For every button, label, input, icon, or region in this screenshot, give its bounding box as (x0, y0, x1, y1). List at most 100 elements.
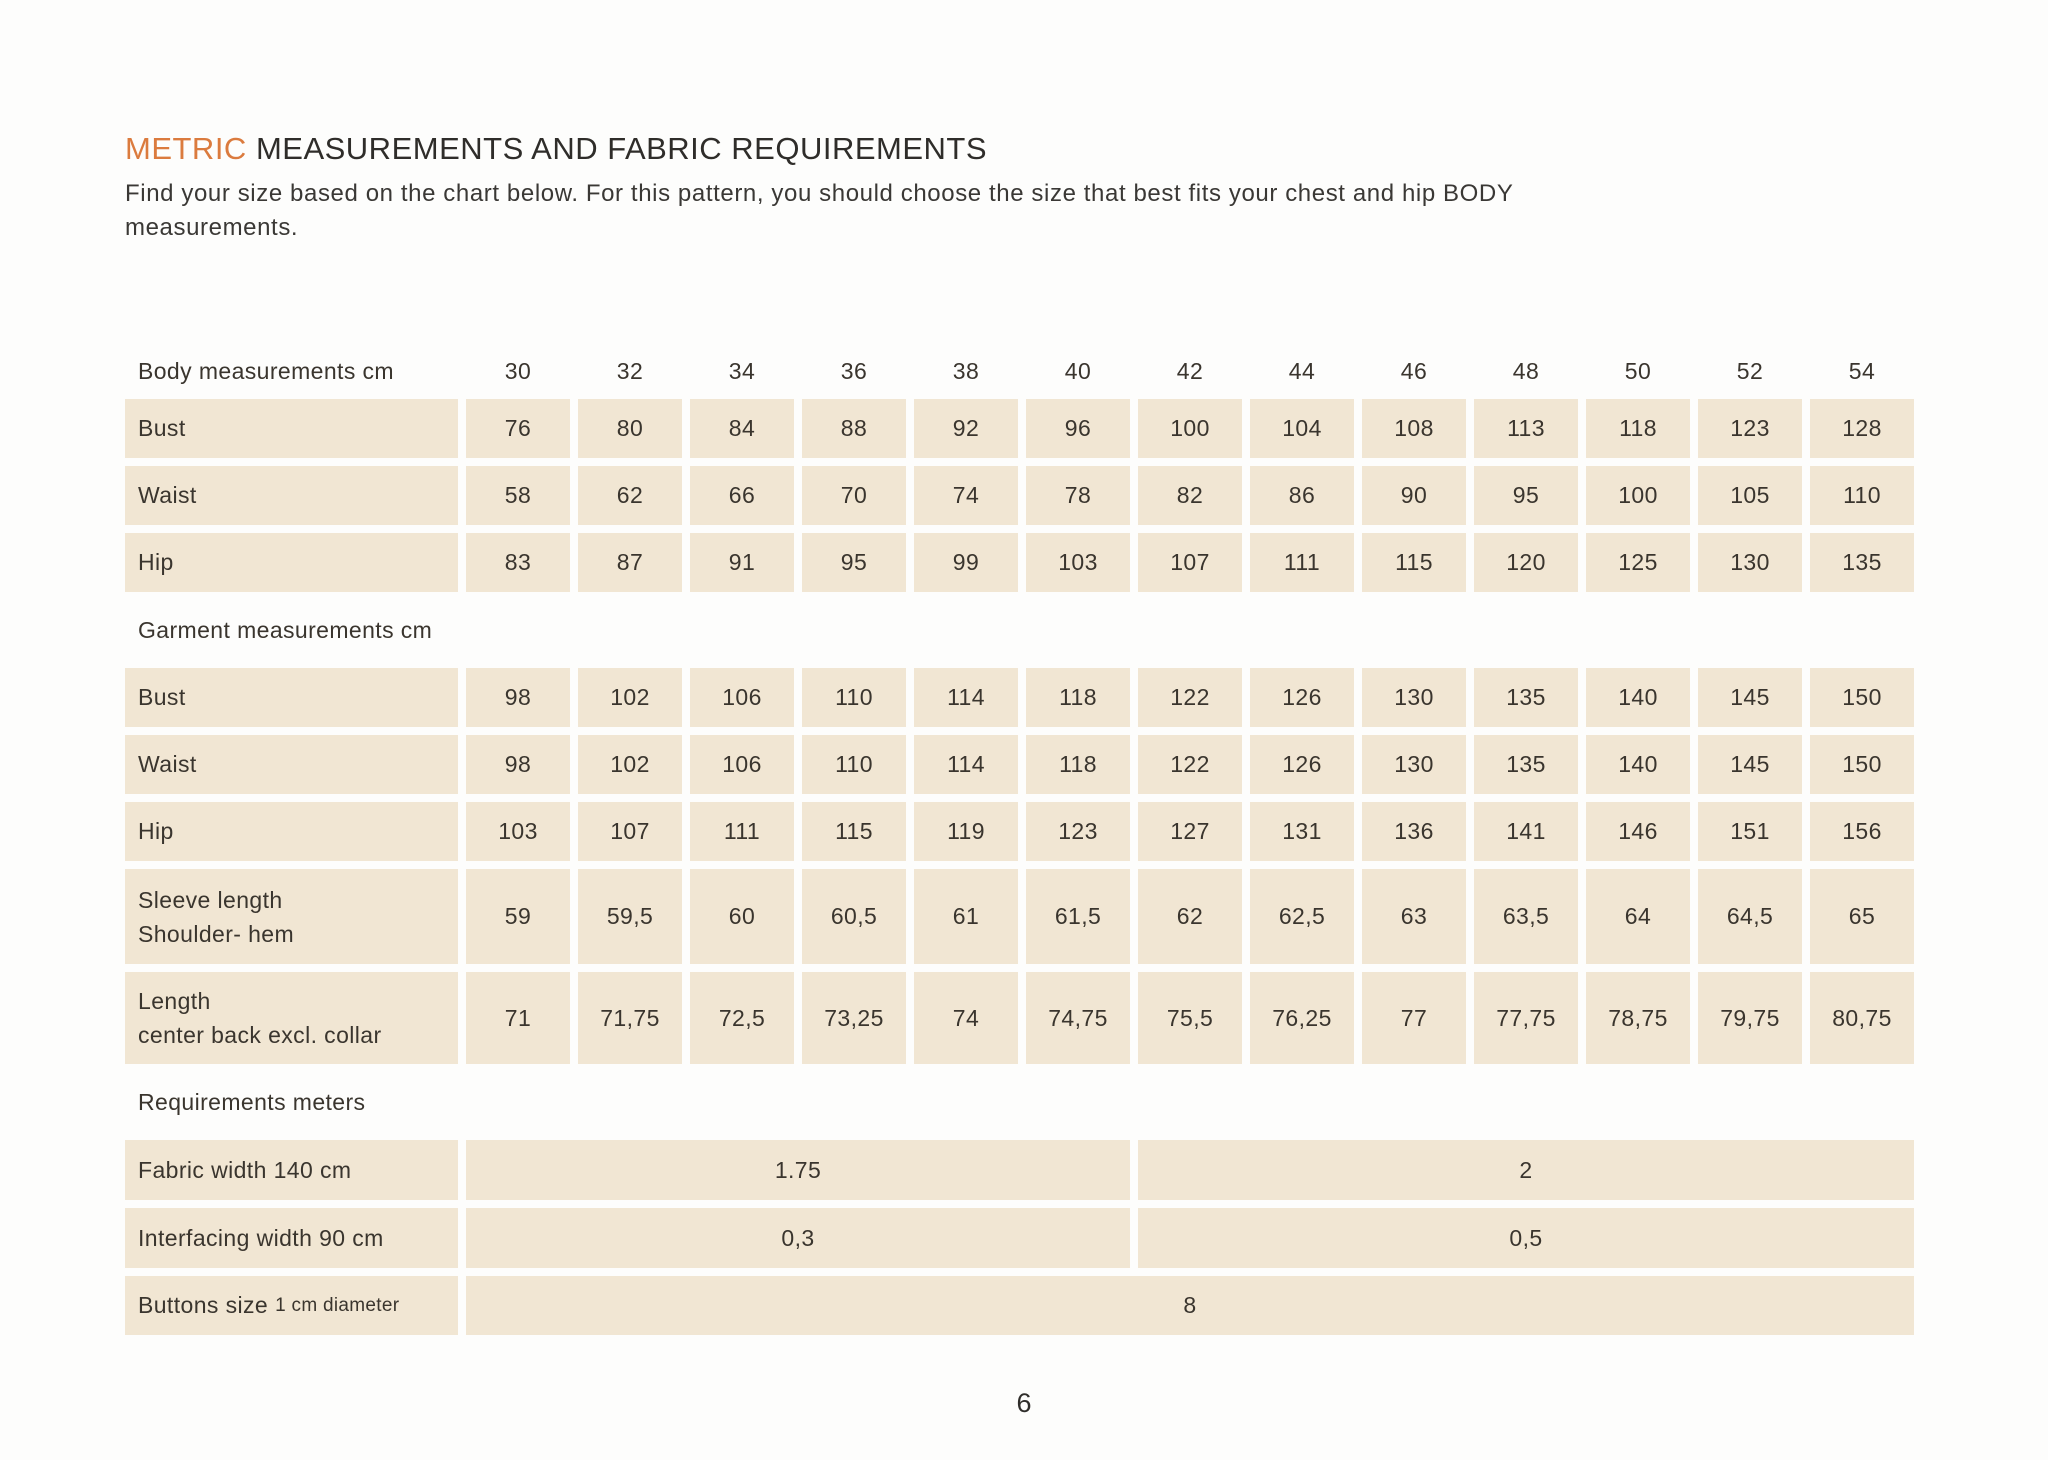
row-label-line: Sleeve length (138, 886, 283, 913)
measurement-cell: 126 (1250, 668, 1354, 727)
measurement-cell: 111 (1250, 533, 1354, 592)
size-column-header: 46 (1400, 357, 1428, 384)
measurement-cell: 140 (1586, 735, 1690, 794)
measurement-cell: 110 (1810, 466, 1914, 525)
measurement-cell: 120 (1474, 533, 1578, 592)
row-label-buttons: Buttons size 1 cm diameter (125, 1276, 458, 1335)
row-label-lines: Sleeve length Shoulder- hem (138, 883, 294, 951)
merged-value-cell-left: 0,3 (466, 1208, 1130, 1268)
measurement-cell: 100 (1586, 466, 1690, 525)
measurement-cell: 102 (578, 735, 682, 794)
measurement-cell: 75,5 (1138, 972, 1242, 1064)
row-label: Sleeve length Shoulder- hem (125, 869, 458, 964)
size-column-header: 34 (728, 357, 756, 384)
size-column-header: 54 (1848, 357, 1876, 384)
measurement-cell: 98 (466, 668, 570, 727)
measurement-cell: 150 (1810, 735, 1914, 794)
measurement-cell: 60,5 (802, 869, 906, 964)
measurement-cell: 74,75 (1026, 972, 1130, 1064)
garment-section-label: Garment measurements cm (138, 616, 433, 643)
row-label: Length center back excl. collar (125, 972, 458, 1064)
measurement-cell: 123 (1026, 802, 1130, 861)
row-label: Hip (125, 533, 458, 592)
measurement-cell: 92 (914, 399, 1018, 458)
measurement-cell: 114 (914, 668, 1018, 727)
page-title-highlight: METRIC (125, 131, 247, 166)
measurement-cell: 126 (1250, 735, 1354, 794)
measurement-cell: 80,75 (1810, 972, 1914, 1064)
measurement-cell: 110 (802, 668, 906, 727)
measurement-cell: 60 (690, 869, 794, 964)
measurement-cell: 77 (1362, 972, 1466, 1064)
measurement-cell: 83 (466, 533, 570, 592)
row-label: Waist (125, 735, 458, 794)
merged-value-cell-left: 1.75 (466, 1140, 1130, 1200)
merged-value-cell-full: 8 (466, 1276, 1914, 1335)
measurement-cell: 146 (1586, 802, 1690, 861)
size-column-header: 52 (1736, 357, 1764, 384)
row-label-lines: Length center back excl. collar (138, 984, 382, 1052)
measurement-cell: 113 (1474, 399, 1578, 458)
measurement-cell: 118 (1026, 735, 1130, 794)
measurement-cell: 118 (1586, 399, 1690, 458)
measurement-cell: 62 (578, 466, 682, 525)
merged-value-cell-right: 0,5 (1138, 1208, 1914, 1268)
measurement-cell: 71,75 (578, 972, 682, 1064)
measurement-cell: 64 (1586, 869, 1690, 964)
size-column-header: 36 (840, 357, 868, 384)
subtitle-line-2: measurements. (125, 214, 299, 241)
measurement-cell: 122 (1138, 668, 1242, 727)
measurement-cell: 95 (802, 533, 906, 592)
measurement-cell: 145 (1698, 735, 1802, 794)
measurement-cell: 71 (466, 972, 570, 1064)
measurement-cell: 58 (466, 466, 570, 525)
measurement-cell: 74 (914, 466, 1018, 525)
page-subtitle: Find your size based on the chart below.… (125, 177, 1513, 245)
measurement-cell: 135 (1810, 533, 1914, 592)
measurement-cell: 151 (1698, 802, 1802, 861)
measurement-cell: 106 (690, 668, 794, 727)
row-label-line: Length (138, 988, 211, 1014)
measurement-cell: 70 (802, 466, 906, 525)
measurement-cell: 108 (1362, 399, 1466, 458)
measurement-cell: 100 (1138, 399, 1242, 458)
measurement-cell: 79,75 (1698, 972, 1802, 1064)
size-column-header: 40 (1064, 357, 1092, 384)
measurement-cell: 114 (914, 735, 1018, 794)
measurement-cell: 72,5 (690, 972, 794, 1064)
measurement-cell: 59 (466, 869, 570, 964)
row-label: Bust (125, 668, 458, 727)
measurement-cell: 62 (1138, 869, 1242, 964)
measurement-cell: 76,25 (1250, 972, 1354, 1064)
measurement-cell: 140 (1586, 668, 1690, 727)
measurement-cell: 150 (1810, 668, 1914, 727)
measurement-cell: 65 (1810, 869, 1914, 964)
row-label: Interfacing width 90 cm (125, 1208, 458, 1268)
subtitle-line-1: Find your size based on the chart below.… (125, 180, 1514, 207)
measurement-cell: 77,75 (1474, 972, 1578, 1064)
measurement-cell: 105 (1698, 466, 1802, 525)
measurement-cell: 62,5 (1250, 869, 1354, 964)
measurement-cell: 80 (578, 399, 682, 458)
measurement-cell: 74 (914, 972, 1018, 1064)
measurement-cell: 135 (1474, 735, 1578, 794)
measurement-cell: 107 (1138, 533, 1242, 592)
measurement-table: Body measurements cm 30 32 34 36 38 40 42 44 46 48… (125, 351, 1914, 1335)
row-label-line: center back excl. collar (138, 1022, 382, 1048)
measurement-cell: 86 (1250, 466, 1354, 525)
measurement-cell: 104 (1250, 399, 1354, 458)
measurement-cell: 131 (1250, 802, 1354, 861)
measurement-cell: 90 (1362, 466, 1466, 525)
measurement-cell: 63,5 (1474, 869, 1578, 964)
size-column-header: 42 (1176, 357, 1204, 384)
page-title: METRIC MEASUREMENTS AND FABRIC REQUIREME… (125, 131, 987, 167)
measurement-cell: 130 (1362, 735, 1466, 794)
size-column-header: 50 (1624, 357, 1652, 384)
row-label: Waist (125, 466, 458, 525)
measurement-cell: 102 (578, 668, 682, 727)
measurement-cell: 156 (1810, 802, 1914, 861)
row-label: Fabric width 140 cm (125, 1140, 458, 1200)
measurement-cell: 73,25 (802, 972, 906, 1064)
measurement-cell: 119 (914, 802, 1018, 861)
measurement-cell: 127 (1138, 802, 1242, 861)
